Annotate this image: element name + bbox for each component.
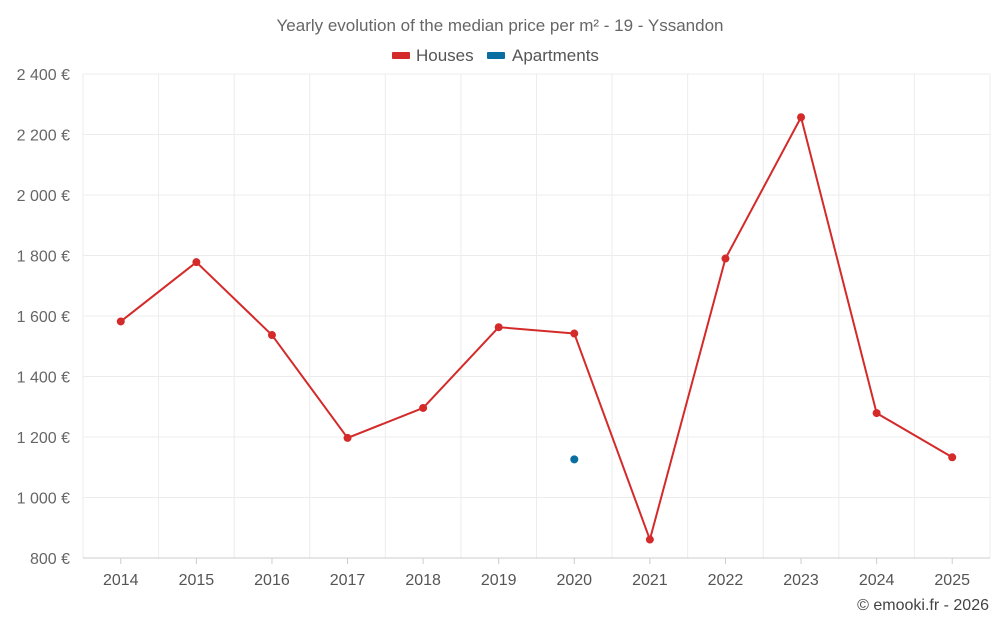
x-tick-label: 2021	[632, 572, 668, 589]
y-tick-label: 1 400 €	[17, 370, 70, 387]
x-axis-ticks: 2014 2015 2016 2017 2018 2019 2020 2021 2022 2023…	[103, 572, 970, 589]
y-tick-label: 2 000 €	[17, 188, 70, 205]
legend-label-houses: Houses	[416, 46, 474, 65]
data-point-houses[interactable]	[645, 535, 654, 544]
data-point-houses[interactable]	[192, 258, 201, 267]
series	[116, 113, 957, 544]
data-point-houses[interactable]	[343, 433, 352, 442]
legend-item-apartments[interactable]: Apartments	[487, 46, 599, 65]
legend-swatch-houses	[392, 52, 410, 59]
data-point-houses[interactable]	[721, 254, 730, 263]
y-tick-label: 2 200 €	[17, 128, 70, 145]
data-point-apartments[interactable]	[570, 455, 579, 464]
axes	[83, 557, 990, 564]
x-tick-label: 2025	[934, 572, 970, 589]
data-point-houses[interactable]	[797, 113, 806, 122]
legend-item-houses[interactable]: Houses	[392, 46, 474, 65]
x-tick-label: 2014	[103, 572, 139, 589]
x-tick-label: 2018	[405, 572, 441, 589]
legend-swatch-apartments	[487, 52, 505, 59]
x-tick-label: 2023	[783, 572, 819, 589]
data-point-houses[interactable]	[494, 323, 503, 332]
legend-label-apartments: Apartments	[512, 46, 599, 65]
x-tick-label: 2017	[330, 572, 366, 589]
grid	[82, 73, 991, 558]
data-point-houses[interactable]	[948, 453, 957, 462]
y-tick-label: 1 200 €	[17, 430, 70, 447]
chart-title: Yearly evolution of the median price per…	[277, 16, 724, 35]
data-point-houses[interactable]	[570, 329, 579, 338]
y-tick-label: 2 400 €	[17, 67, 70, 84]
data-point-houses[interactable]	[116, 317, 125, 326]
x-tick-label: 2016	[254, 572, 290, 589]
data-point-houses[interactable]	[267, 331, 276, 340]
data-point-houses[interactable]	[872, 409, 881, 418]
y-tick-label: 1 600 €	[17, 309, 70, 326]
x-tick-label: 2020	[556, 572, 592, 589]
x-tick-label: 2019	[481, 572, 517, 589]
credit-text: © emooki.fr - 2026	[857, 597, 989, 614]
data-point-houses[interactable]	[419, 403, 428, 412]
x-tick-label: 2022	[708, 572, 744, 589]
legend: Houses Apartments	[392, 46, 599, 65]
y-axis-ticks: 800 € 1 000 € 1 200 € 1 400 € 1 600 € 1 800 €…	[17, 67, 70, 568]
x-tick-label: 2024	[859, 572, 895, 589]
series-line-houses	[120, 116, 953, 541]
y-tick-label: 800 €	[30, 551, 70, 568]
y-tick-label: 1 000 €	[17, 491, 70, 508]
x-tick-label: 2015	[179, 572, 215, 589]
y-tick-label: 1 800 €	[17, 249, 70, 266]
